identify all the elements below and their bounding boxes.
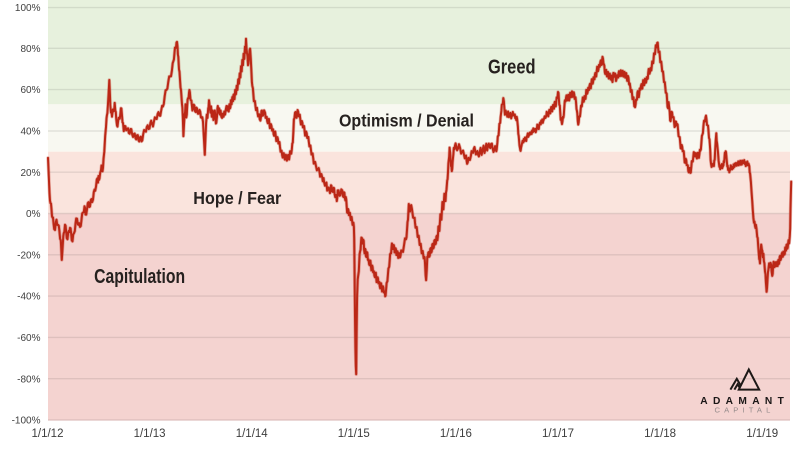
svg-text:1/1/16: 1/1/16 [440, 428, 472, 440]
svg-text:-20%: -20% [17, 250, 40, 261]
svg-text:ADAMANT: ADAMANT [700, 396, 784, 407]
svg-text:-80%: -80% [17, 374, 40, 385]
svg-text:20%: 20% [20, 168, 40, 179]
svg-text:1/1/18: 1/1/18 [644, 428, 676, 440]
svg-text:0%: 0% [26, 209, 41, 220]
svg-text:-100%: -100% [12, 416, 41, 427]
svg-text:1/1/19: 1/1/19 [746, 428, 778, 440]
svg-text:Greed: Greed [488, 56, 536, 79]
svg-text:Optimism / Denial: Optimism / Denial [339, 110, 474, 130]
svg-text:40%: 40% [20, 127, 40, 138]
svg-text:1/1/15: 1/1/15 [338, 428, 370, 440]
svg-text:1/1/13: 1/1/13 [134, 428, 166, 440]
svg-text:CAPITAL: CAPITAL [715, 406, 771, 415]
svg-text:-60%: -60% [17, 333, 40, 344]
svg-text:1/1/12: 1/1/12 [32, 428, 64, 440]
svg-text:-40%: -40% [17, 292, 40, 303]
svg-text:1/1/17: 1/1/17 [542, 428, 574, 440]
svg-text:60%: 60% [20, 85, 40, 96]
svg-text:80%: 80% [20, 44, 40, 55]
svg-text:Hope / Fear: Hope / Fear [193, 188, 281, 208]
svg-text:1/1/14: 1/1/14 [236, 428, 269, 440]
svg-text:100%: 100% [15, 3, 41, 14]
svg-text:Capitulation: Capitulation [94, 265, 185, 288]
